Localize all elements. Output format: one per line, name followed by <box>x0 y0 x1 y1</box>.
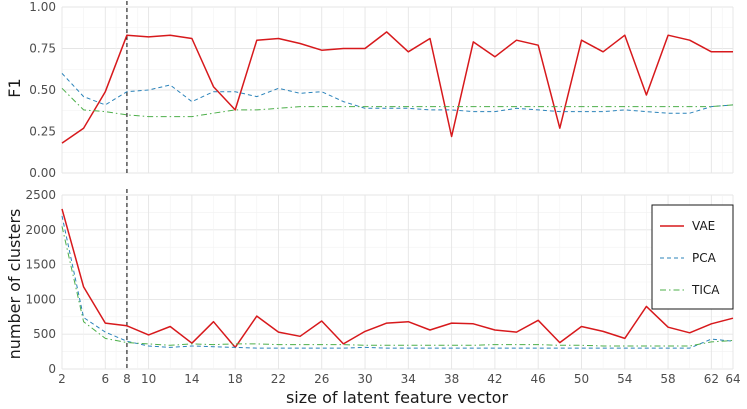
legend-label-pca: PCA <box>692 251 717 265</box>
x-tick-label: 30 <box>357 372 372 386</box>
f1-grid <box>61 6 734 174</box>
clusters-y-tick-label: 0 <box>48 362 56 376</box>
x-tick-label: 14 <box>184 372 199 386</box>
x-tick-label: 42 <box>487 372 502 386</box>
x-tick-label: 26 <box>314 372 329 386</box>
x-tick-label: 10 <box>141 372 156 386</box>
clusters-y-tick-label: 500 <box>33 327 56 341</box>
x-tick-label: 64 <box>725 372 740 386</box>
f1-y-tick-labels: 0.00 0.25 0.50 0.75 1.00 <box>29 0 56 180</box>
clusters-y-tick-label: 2500 <box>25 188 56 202</box>
x-tick-label: 8 <box>123 372 131 386</box>
x-tick-label: 58 <box>660 372 675 386</box>
f1-series-vae <box>61 31 733 144</box>
x-tick-label: 6 <box>101 372 109 386</box>
x-tick-labels: 2 6 8 10 14 18 22 26 30 34 38 42 46 50 54 58 62 64 <box>58 372 740 386</box>
x-axis-label: size of latent feature vector <box>286 388 509 407</box>
f1-panel: 0.00 0.25 0.50 0.75 1.00 F1 <box>5 0 734 180</box>
x-tick-label: 38 <box>444 372 459 386</box>
x-tick-label: 50 <box>574 372 589 386</box>
f1-series-tica <box>61 87 734 118</box>
f1-series-lines <box>61 31 734 144</box>
clusters-y-tick-label: 1500 <box>25 258 56 272</box>
x-tick-label: 34 <box>401 372 416 386</box>
legend-label-tica: TICA <box>691 283 720 297</box>
x-tick-label: 54 <box>617 372 632 386</box>
x-tick-label: 18 <box>228 372 243 386</box>
x-tick-label: 46 <box>531 372 546 386</box>
x-tick-label: 2 <box>58 372 66 386</box>
clusters-y-tick-labels: 0 500 1000 1500 2000 2500 <box>25 188 56 376</box>
clusters-series-tica <box>61 226 734 347</box>
f1-series-pca <box>61 73 734 114</box>
clusters-y-tick-label: 1000 <box>25 292 56 306</box>
f1-y-axis-label: F1 <box>5 78 24 97</box>
clusters-series-lines <box>61 208 734 349</box>
x-tick-label: 22 <box>271 372 286 386</box>
clusters-grid <box>61 194 734 370</box>
f1-y-tick-label: 0.25 <box>29 125 56 139</box>
f1-y-tick-label: 1.00 <box>29 0 56 14</box>
f1-y-tick-label: 0.75 <box>29 42 56 56</box>
f1-y-tick-label: 0.50 <box>29 83 56 97</box>
legend: VAE PCA TICA <box>651 204 734 310</box>
legend-box <box>651 204 734 310</box>
clusters-y-axis-label: number of clusters <box>5 209 24 360</box>
legend-label-vae: VAE <box>692 219 715 233</box>
f1-y-tick-label: 0.00 <box>29 166 56 180</box>
clusters-y-tick-label: 2000 <box>25 223 56 237</box>
x-tick-label: 62 <box>704 372 719 386</box>
clusters-series-vae <box>61 208 734 349</box>
